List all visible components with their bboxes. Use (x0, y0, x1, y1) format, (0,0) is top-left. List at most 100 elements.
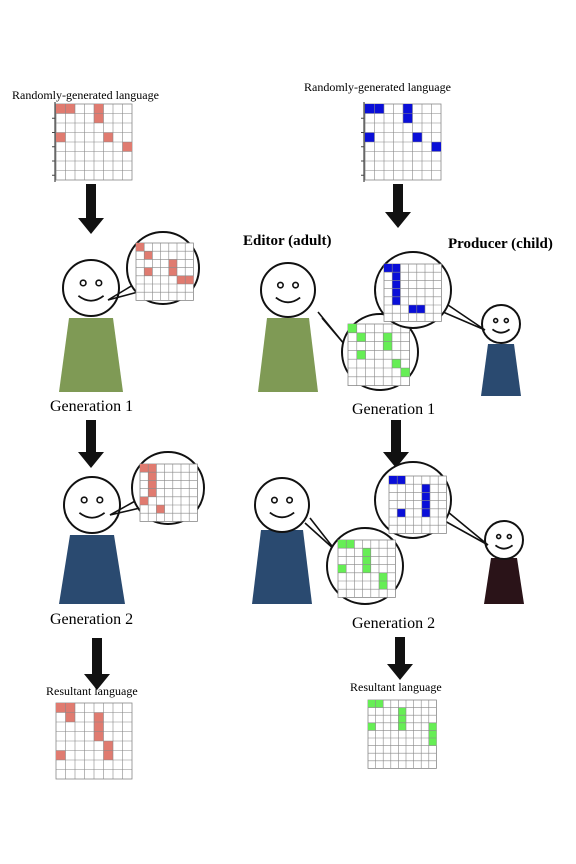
grid-random-right-cell (365, 104, 375, 114)
bubble-gen1-left-tail (107, 284, 139, 301)
person-editor-gen2-left-eye (270, 496, 278, 504)
person-producer-gen1-left-eye (492, 317, 499, 324)
arrow-right-3 (387, 637, 413, 680)
grid-gen1-left-cell (144, 251, 153, 260)
grid-gen1-left-cell (144, 267, 153, 276)
grid-random-left (52, 102, 133, 182)
arrow-left-2 (78, 420, 104, 468)
grid-result-right-cell (368, 722, 376, 731)
grid-random-left-cell (94, 104, 104, 114)
label-result-right: Resultant language (350, 680, 442, 694)
person-editor-gen2-right-eye (286, 496, 294, 504)
grid-editor-gen2-cell (379, 572, 388, 581)
person-editor-gen1-body (258, 318, 318, 392)
label-random-left: Randomly-generated language (12, 88, 159, 102)
grid-random-right-cell (374, 104, 384, 114)
person-producer-gen2 (484, 520, 524, 604)
grid-random-right-cell (412, 132, 422, 142)
grid-result-right-cell (398, 715, 406, 723)
grid-result-right-cell (375, 700, 384, 708)
grid-gen1-left-cell (168, 259, 177, 268)
arrow-left-3 (84, 638, 110, 690)
grid-gen2-left (139, 463, 198, 522)
grid-random-right-cell (365, 132, 375, 142)
grid-editor-gen1-cell (400, 368, 410, 377)
grid-editor-gen2-cell (362, 564, 371, 573)
grid-result-left-cell (65, 712, 75, 722)
grid-result-left-cell (94, 722, 104, 732)
grid-result-left-cell (94, 731, 104, 741)
person-gen1-left (59, 259, 123, 392)
person-editor-gen2-body (252, 530, 312, 604)
grid-result-right-cell (398, 707, 406, 716)
grid-producer-gen1-cell (392, 264, 401, 273)
grid-result-left-cell (103, 750, 113, 760)
grid-producer-gen1-cell (384, 264, 393, 273)
grid-result-left-cell (56, 703, 66, 713)
person-producer-gen1-head (481, 304, 521, 344)
grid-random-left-cell (122, 142, 132, 152)
bubble-producer-gen2-tail (442, 511, 489, 546)
grid-result-right-cell (398, 722, 406, 731)
bubble-producer-gen1-tail (442, 304, 486, 331)
person-editor-gen2-head (254, 477, 310, 533)
grid-gen1-left-cell (168, 267, 177, 276)
person-gen1-left-head (62, 259, 120, 317)
grid-random-left-cell (103, 132, 113, 142)
grid-random-right-cell (431, 142, 441, 152)
grid-producer-gen2-cell (421, 484, 430, 493)
person-gen1-left-body (59, 318, 123, 392)
person-producer-gen2-body (484, 558, 524, 604)
grid-gen1-left (135, 242, 194, 301)
grid-editor-gen1 (347, 323, 410, 386)
label-producer: Producer (child) (448, 236, 553, 252)
person-editor-gen2 (252, 477, 312, 604)
grid-random-left-cell (56, 132, 66, 142)
person-editor-gen1-right-eye (292, 281, 300, 289)
person-editor-gen1-mouth (275, 296, 301, 304)
person-producer-gen1-body (481, 344, 521, 396)
person-producer-gen2-mouth (494, 544, 514, 550)
grid-editor-gen2-cell (379, 581, 388, 590)
grid-gen1-left-cell (177, 275, 186, 284)
grid-gen2-left-cell (140, 496, 149, 505)
grid-editor-gen2-cell (338, 564, 347, 573)
person-producer-gen1 (481, 304, 521, 396)
grid-result-right (367, 699, 437, 769)
arrow-right-2 (383, 420, 409, 468)
grid-editor-gen1-cell (356, 332, 366, 342)
grid-gen2-left-cell (148, 472, 157, 481)
grid-editor-gen2-cell (346, 540, 355, 549)
grid-result-right-cell (428, 722, 437, 731)
label-gen2-left: Generation 2 (50, 611, 134, 628)
grid-producer-gen1-cell (392, 280, 401, 289)
person-gen2-left-body (59, 535, 125, 604)
bubble-gen2-left-tail (109, 499, 141, 516)
grid-producer-gen1-cell (392, 288, 401, 297)
grid-producer-gen1-cell (416, 305, 425, 314)
grid-result-left-cell (103, 741, 113, 751)
grid-editor-gen1-cell (348, 324, 357, 333)
arrow-left-1 (78, 184, 104, 234)
grid-result-right-cell (428, 738, 437, 746)
person-gen2-left-right-eye (96, 496, 104, 504)
bubble-editor-gen2-tail (304, 517, 336, 551)
grid-producer-gen1-cell (408, 305, 417, 314)
grid-result-right-cell (368, 700, 376, 708)
person-producer-gen2-left-eye (495, 533, 502, 540)
grid-gen2-left-cell (148, 480, 157, 489)
grid-random-left-cell (65, 104, 75, 114)
grid-gen2-left-cell (140, 464, 149, 473)
grid-editor-gen2 (337, 539, 396, 598)
label-gen2-right: Generation 2 (352, 615, 436, 632)
person-gen2-left-mouth (78, 512, 106, 519)
grid-editor-gen2-cell (362, 548, 371, 557)
grid-random-right-cell (403, 104, 413, 114)
grid-producer-gen1 (383, 263, 442, 322)
person-producer-gen2-head (484, 520, 524, 560)
grid-producer-gen2 (388, 475, 447, 534)
person-producer-gen1-mouth (491, 328, 511, 334)
person-gen2-left-left-eye (80, 496, 88, 504)
